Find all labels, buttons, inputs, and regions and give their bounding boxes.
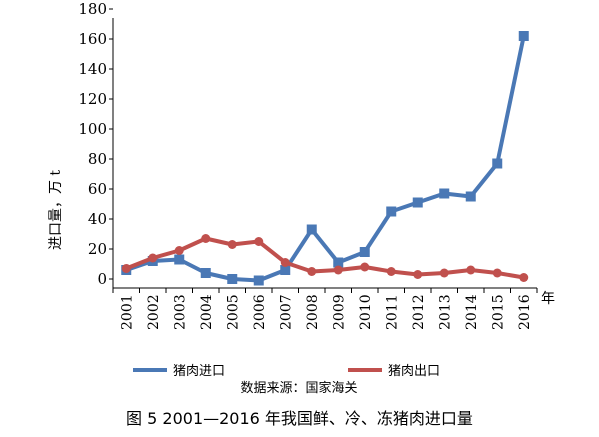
x-tick-label: 2016 [517, 294, 533, 330]
data-point [333, 257, 344, 268]
data-point [201, 234, 211, 243]
data-point [360, 262, 370, 272]
data-point [519, 273, 529, 282]
data-point [280, 258, 290, 267]
x-tick-label: 2004 [199, 294, 215, 330]
x-tick-label: 2013 [437, 294, 453, 330]
y-axis-ticks: 0 20 40 60 80 100 120 140 160 180 [78, 0, 113, 288]
x-tick-label: 2012 [411, 294, 427, 330]
x-tick-label: 2002 [146, 294, 162, 330]
legend: 猪肉进口 猪肉出口 [133, 364, 440, 379]
data-point [227, 240, 237, 249]
data-point [333, 265, 343, 275]
data-point [174, 246, 184, 255]
data-point [492, 158, 503, 169]
y-tick-label: 120 [78, 90, 107, 108]
y-tick-label: 20 [88, 240, 107, 258]
series-2 [121, 234, 529, 282]
x-tick-label: 2014 [464, 294, 480, 330]
source-note: 数据来源：国家海关 [240, 380, 357, 396]
x-tick-label: 2011 [384, 294, 400, 330]
y-tick-label: 60 [88, 180, 107, 198]
y-tick-label: 140 [78, 60, 107, 78]
y-tick-label: 180 [78, 0, 107, 18]
x-tick-label: 2009 [331, 294, 347, 330]
data-point [200, 268, 211, 278]
data-point [227, 274, 238, 284]
data-point [121, 264, 131, 273]
data-point [253, 275, 264, 286]
series-layer [121, 31, 529, 286]
x-tick-label: 2005 [225, 294, 241, 330]
y-tick-label: 80 [88, 150, 107, 168]
data-point [386, 206, 397, 217]
y-tick-label: 100 [78, 120, 107, 138]
legend-label: 猪肉进口 [173, 364, 225, 379]
figure-caption: 图 5 2001—2016 年我国鲜、冷、冻猪肉进口量 [126, 409, 473, 428]
x-tick-label: 2010 [358, 294, 374, 330]
x-tick-label: 2015 [490, 294, 506, 330]
data-point [174, 254, 185, 265]
data-point [492, 268, 502, 278]
data-point [386, 267, 396, 276]
legend-label: 猪肉出口 [388, 364, 440, 379]
data-point [518, 31, 529, 41]
series-line [125, 35, 526, 283]
x-axis-ticks: 2001 2002 2003 2004 2005 2006 2007 2008 2009 2010… [112, 288, 538, 330]
x-tick-label: 2001 [119, 294, 135, 330]
y-tick-label: 40 [88, 210, 107, 228]
data-point [307, 267, 317, 276]
data-point [413, 270, 423, 279]
data-point [439, 268, 449, 278]
y-tick-label: 0 [97, 270, 107, 288]
y-axis-label: 进口量，万 t [48, 170, 64, 250]
data-point [148, 253, 158, 263]
data-point [465, 191, 476, 202]
data-point [439, 188, 450, 199]
x-axis-label: 年 [541, 291, 555, 307]
data-point [359, 247, 370, 257]
data-point [306, 224, 317, 235]
data-point [412, 197, 423, 208]
data-point [280, 265, 291, 275]
x-tick-label: 2003 [172, 294, 188, 330]
series-line [125, 236, 525, 280]
y-tick-label: 160 [78, 30, 107, 48]
x-tick-label: 2006 [252, 294, 268, 330]
data-point [254, 237, 264, 246]
x-tick-label: 2008 [305, 294, 321, 330]
x-tick-label: 2007 [278, 294, 294, 330]
data-point [466, 265, 476, 275]
